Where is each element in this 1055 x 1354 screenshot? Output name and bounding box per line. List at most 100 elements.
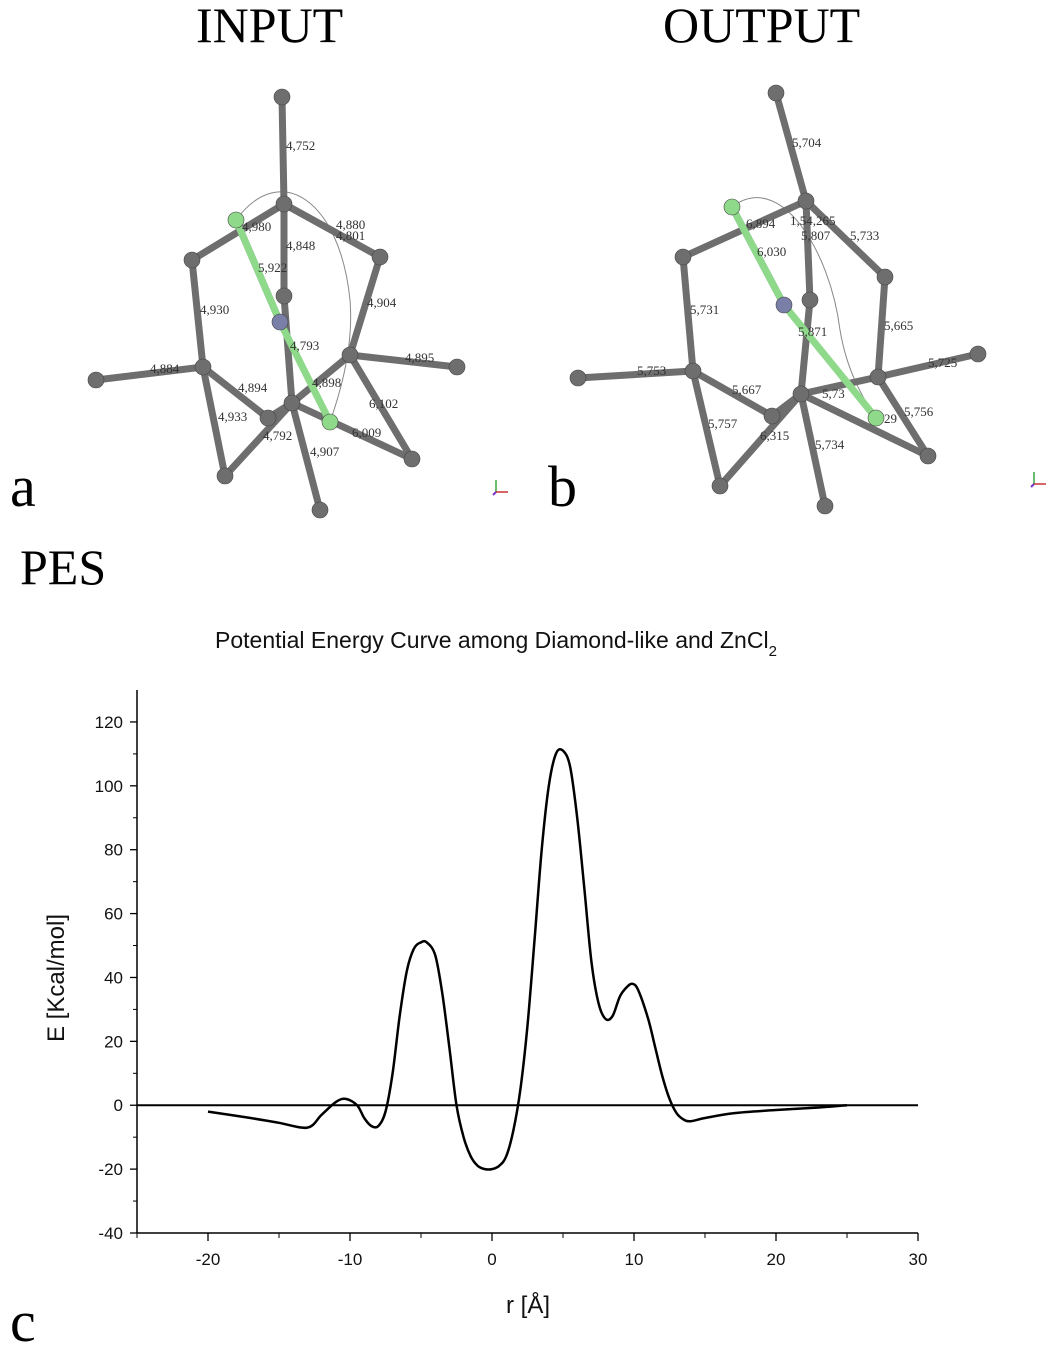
bond	[280, 200, 384, 261]
y-axis-label: E [Kcal/mol]	[43, 914, 70, 1042]
chart-axes	[136, 690, 918, 1234]
bond-length-label: 4,792	[263, 428, 292, 443]
bond	[346, 351, 461, 371]
bond-length-label: 29	[884, 411, 897, 426]
y-tick-label: 100	[95, 777, 123, 796]
bond	[802, 197, 814, 304]
bond	[874, 373, 932, 460]
arc-line	[235, 191, 352, 423]
bond	[728, 203, 788, 309]
bond-length-label: 5,667	[732, 382, 762, 397]
panel-c-letter: c	[10, 1289, 36, 1354]
bond-length-label: 4,880	[336, 217, 365, 232]
chart-title: Potential Energy Curve among Diamond-lik…	[215, 627, 777, 660]
x-tick-label: 30	[909, 1250, 928, 1269]
bond-length-label: 5,756	[904, 404, 934, 419]
bond	[276, 318, 334, 426]
carbon-atom	[371, 248, 389, 266]
carbon-atom	[763, 407, 781, 425]
bond-length-label: 4,895	[405, 350, 434, 365]
carbon-atom	[311, 501, 329, 519]
chlorine-atom	[867, 409, 885, 427]
carbon-atom	[194, 358, 212, 376]
carbon-atom	[792, 385, 810, 403]
x-tick-label: 0	[487, 1250, 496, 1269]
bond-length-label: 4,898	[312, 375, 341, 390]
bond-length-label: 4,752	[286, 138, 315, 153]
bond-length-label: 5,665	[884, 318, 913, 333]
chart-title-subscript: 2	[769, 643, 777, 660]
carbon-atom	[876, 268, 894, 286]
carbon-atom	[569, 369, 587, 387]
panel-a-letter: a	[10, 454, 36, 519]
chlorine-atom	[723, 198, 741, 216]
chart-ticks: -40 -20 0 20 40 60 80 100 120 -20 -10 0 10 20 30	[95, 713, 928, 1269]
bond	[874, 350, 982, 381]
y-tick-label: 60	[104, 905, 123, 924]
carbon-atom	[275, 287, 293, 305]
carbon-atom	[919, 447, 937, 465]
bond-length-label: 5,731	[690, 302, 719, 317]
bond	[797, 373, 882, 398]
bond-length-label: 4,933	[218, 409, 247, 424]
bond	[716, 390, 805, 490]
bond-length-label: 4,930	[200, 302, 229, 317]
bond	[772, 89, 810, 205]
bond-length-label: 5,73	[822, 386, 845, 401]
x-tick-label: 20	[767, 1250, 786, 1269]
bond-length-label: 5,704	[792, 135, 822, 150]
bond-length-label: 4,884	[150, 361, 180, 376]
carbon-atom	[674, 248, 692, 266]
carbon-atom	[283, 394, 301, 412]
bond-length-label: 4,907	[310, 444, 340, 459]
bond	[874, 273, 889, 381]
chart-title-main: Potential Energy Curve among Diamond-lik…	[215, 627, 769, 653]
bond-length-label: 1,54,265	[790, 213, 836, 228]
bond	[232, 216, 284, 326]
bond	[689, 367, 776, 420]
bond	[199, 363, 229, 480]
carbon-atom	[816, 497, 834, 515]
y-tick-label: 120	[95, 713, 123, 732]
bond	[797, 296, 814, 398]
bond-length-label: 6,030	[757, 244, 786, 259]
bond	[689, 367, 724, 490]
bond-length-label: 5,922	[258, 260, 287, 275]
axis-triad-icon-b	[1030, 472, 1046, 488]
bond	[92, 363, 207, 384]
x-tick-label: -10	[338, 1250, 363, 1269]
bond	[288, 399, 324, 514]
y-tick-label: -40	[98, 1224, 123, 1243]
bond-length-label: 5,734	[815, 437, 845, 452]
bond	[346, 253, 384, 359]
pes-chart: Potential Energy Curve among Diamond-lik…	[43, 627, 928, 1319]
bond-length-label: 4,894	[238, 380, 268, 395]
carbon-atom	[797, 192, 815, 210]
bond-length-label: 4,793	[290, 338, 319, 353]
bond	[797, 390, 932, 460]
bond-length-label: 4,801	[336, 228, 365, 243]
chlorine-atom	[227, 211, 245, 229]
bond	[288, 399, 416, 463]
bond-length-label: 6,894	[746, 216, 776, 231]
bond-length-label: 5,807	[801, 228, 831, 243]
carbon-atom	[216, 467, 234, 485]
bond-length-label: 6,102	[369, 396, 398, 411]
bond	[574, 367, 697, 382]
zinc-atom	[775, 296, 793, 314]
carbon-atom	[87, 371, 105, 389]
bond-length-label: 6,315	[760, 428, 789, 443]
bond-length-label: 5,757	[708, 416, 738, 431]
bond-length-label: 5,733	[850, 228, 879, 243]
bond	[802, 197, 889, 281]
chlorine-atom	[321, 413, 339, 431]
carbon-atom	[684, 362, 702, 380]
panel-a-title: INPUT	[196, 0, 344, 53]
energy-curve	[207, 747, 848, 1171]
bond	[797, 390, 829, 510]
bond	[278, 93, 288, 208]
y-tick-label: 80	[104, 841, 123, 860]
